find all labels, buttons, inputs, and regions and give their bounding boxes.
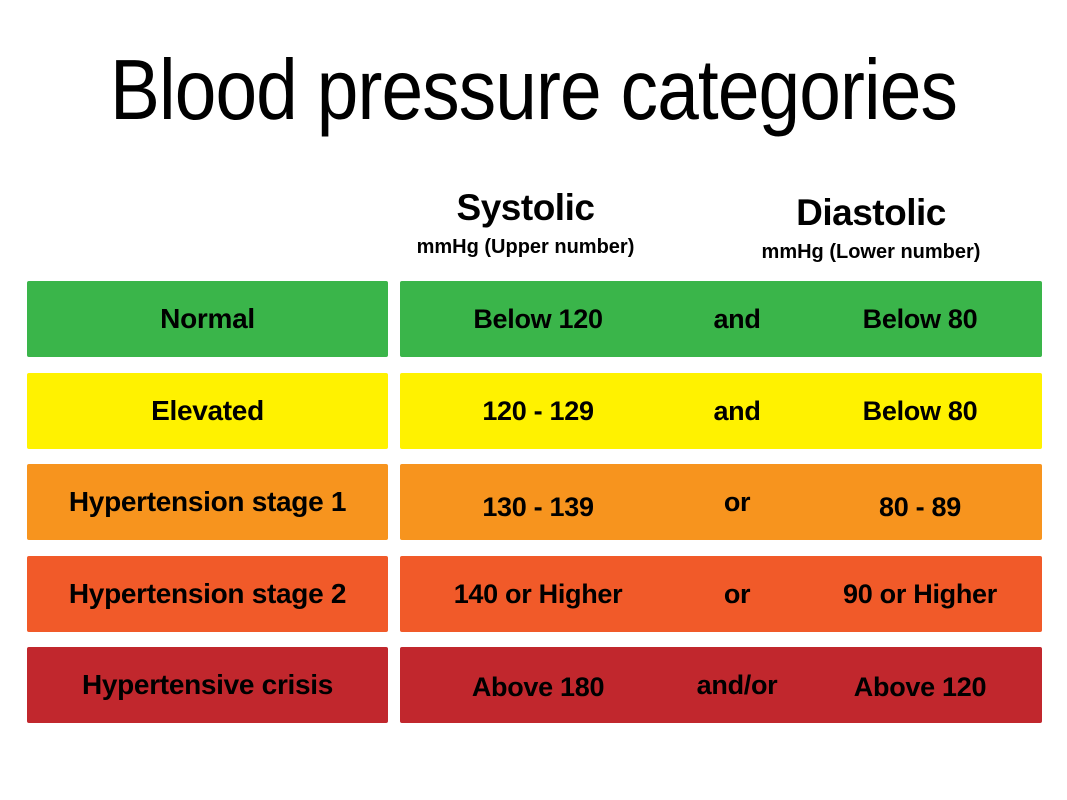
connector-label: or xyxy=(723,578,751,609)
systolic-value: 130 - 139 xyxy=(482,491,594,522)
systolic-column-title: Systolic xyxy=(456,187,595,228)
diastolic-value: Below 80 xyxy=(862,395,978,426)
diastolic-value: Below 80 xyxy=(862,303,978,334)
systolic-value: 140 or Higher xyxy=(453,578,623,609)
row-values: Below 120 and Below 80 xyxy=(400,281,1042,357)
category-label: Hypertensive crisis xyxy=(27,647,388,723)
systolic-value: 120 - 129 xyxy=(482,395,594,426)
row-values: 140 or Higher or 90 or Higher xyxy=(400,556,1042,632)
page-title: Blood pressure categories xyxy=(109,43,958,138)
diastolic-value: 90 or Higher xyxy=(843,578,997,609)
column-header-systolic: Systolic mmHg (Upper number) xyxy=(398,187,653,259)
table-row: Hypertension stage 1 130 - 139 or 80 - 8… xyxy=(0,464,1067,540)
connector-label: and/or xyxy=(696,669,778,700)
table-row: Hypertension stage 2 140 or Higher or 90… xyxy=(0,556,1067,632)
row-values: 130 - 139 or 80 - 89 xyxy=(400,464,1042,540)
category-label: Normal xyxy=(27,281,388,357)
column-header-diastolic: Diastolic mmHg (Lower number) xyxy=(756,192,986,264)
systolic-value: Below 120 xyxy=(473,303,603,334)
diastolic-column-title: Diastolic xyxy=(796,192,946,233)
systolic-value: Above 180 xyxy=(471,671,605,702)
category-label: Hypertension stage 1 xyxy=(27,464,388,540)
connector-label: and xyxy=(713,303,761,334)
systolic-column-subtitle: mmHg (Upper number) xyxy=(416,235,635,258)
diastolic-column-subtitle: mmHg (Lower number) xyxy=(761,240,981,263)
row-values: 120 - 129 and Below 80 xyxy=(400,373,1042,449)
row-values: Above 180 and/or Above 120 xyxy=(400,647,1042,723)
table-row: Hypertensive crisis Above 180 and/or Abo… xyxy=(0,647,1067,723)
category-label: Elevated xyxy=(27,373,388,449)
table-row: Elevated 120 - 129 and Below 80 xyxy=(0,373,1067,449)
connector-label: and xyxy=(713,395,761,426)
category-label: Hypertension stage 2 xyxy=(27,556,388,632)
diastolic-value: Above 120 xyxy=(853,671,987,702)
connector-label: or xyxy=(723,486,751,517)
table-row: Normal Below 120 and Below 80 xyxy=(0,281,1067,357)
diastolic-value: 80 - 89 xyxy=(879,491,961,522)
